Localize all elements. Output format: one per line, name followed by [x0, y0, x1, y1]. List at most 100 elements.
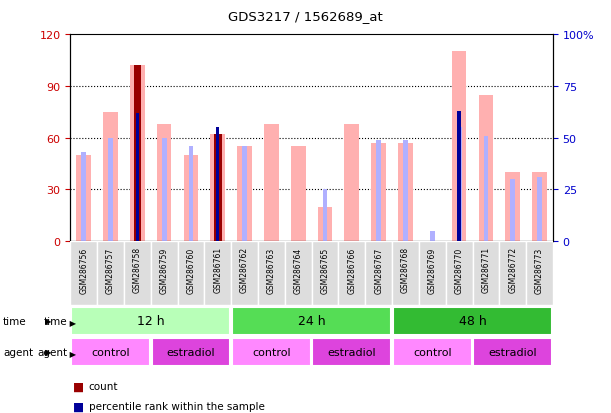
Bar — [97, 242, 124, 306]
Text: control: control — [252, 347, 291, 357]
Bar — [81, 153, 86, 242]
Text: 24 h: 24 h — [298, 315, 326, 328]
Bar — [537, 178, 542, 242]
Bar — [419, 242, 445, 306]
Text: count: count — [89, 381, 118, 391]
Text: GSM286770: GSM286770 — [455, 247, 464, 293]
Bar — [71, 307, 230, 335]
Text: GSM286760: GSM286760 — [186, 247, 196, 293]
Bar — [204, 242, 231, 306]
Text: time: time — [3, 316, 27, 326]
Text: ▶: ▶ — [67, 319, 76, 328]
Text: ▶: ▶ — [67, 350, 76, 358]
Bar — [242, 147, 247, 242]
Bar — [393, 338, 472, 366]
Bar — [312, 242, 338, 306]
Text: GSM286765: GSM286765 — [321, 247, 329, 293]
Text: GSM286762: GSM286762 — [240, 247, 249, 293]
Text: GSM286767: GSM286767 — [374, 247, 383, 293]
Bar — [214, 135, 222, 242]
Bar — [499, 242, 526, 306]
Text: estradiol: estradiol — [167, 347, 215, 357]
Bar — [392, 242, 419, 306]
Bar — [231, 242, 258, 306]
Bar — [365, 242, 392, 306]
Bar — [323, 190, 327, 242]
Text: control: control — [91, 347, 130, 357]
Bar — [152, 338, 230, 366]
Text: estradiol: estradiol — [488, 347, 537, 357]
Text: ■: ■ — [73, 380, 84, 393]
Bar — [136, 114, 139, 242]
Text: GSM286758: GSM286758 — [133, 247, 142, 293]
Bar — [472, 242, 499, 306]
Text: agent: agent — [3, 347, 33, 357]
Bar — [103, 113, 118, 242]
Text: time: time — [43, 316, 67, 326]
Bar — [526, 242, 553, 306]
Bar — [189, 147, 193, 242]
Text: GSM286764: GSM286764 — [294, 247, 302, 293]
Text: GSM286769: GSM286769 — [428, 247, 437, 293]
Bar — [178, 242, 204, 306]
Bar — [70, 242, 97, 306]
Bar — [183, 156, 199, 242]
Bar — [130, 66, 145, 242]
Text: ■: ■ — [73, 399, 84, 413]
Bar — [258, 242, 285, 306]
Bar — [237, 147, 252, 242]
Bar — [264, 125, 279, 242]
Bar — [291, 147, 306, 242]
Bar — [215, 138, 220, 242]
Bar — [312, 338, 391, 366]
Bar — [430, 231, 434, 242]
Text: GSM286773: GSM286773 — [535, 247, 544, 293]
Text: ▶: ▶ — [45, 348, 51, 356]
Text: 48 h: 48 h — [459, 315, 486, 328]
Bar — [216, 128, 219, 242]
Bar — [210, 135, 225, 242]
Bar — [505, 173, 520, 242]
Bar — [398, 143, 413, 242]
Bar — [532, 173, 547, 242]
Bar — [157, 125, 172, 242]
Bar — [318, 207, 332, 242]
Text: agent: agent — [37, 347, 67, 357]
Bar — [162, 138, 167, 242]
Bar — [393, 307, 552, 335]
Bar — [458, 112, 461, 242]
Bar — [232, 338, 311, 366]
Bar — [445, 242, 472, 306]
Bar — [134, 66, 141, 242]
Text: 12 h: 12 h — [137, 315, 164, 328]
Text: percentile rank within the sample: percentile rank within the sample — [89, 401, 265, 411]
Text: GSM286763: GSM286763 — [267, 247, 276, 293]
Text: GSM286772: GSM286772 — [508, 247, 518, 293]
Bar — [76, 156, 91, 242]
Text: control: control — [413, 347, 452, 357]
Bar — [135, 128, 140, 242]
Bar — [371, 143, 386, 242]
Text: GSM286766: GSM286766 — [347, 247, 356, 293]
Text: GSM286768: GSM286768 — [401, 247, 410, 293]
Bar — [338, 242, 365, 306]
Bar — [456, 128, 461, 242]
Bar — [71, 338, 150, 366]
Bar — [232, 307, 391, 335]
Bar — [345, 125, 359, 242]
Text: GSM286757: GSM286757 — [106, 247, 115, 293]
Text: GSM286759: GSM286759 — [159, 247, 169, 293]
Bar — [478, 95, 493, 242]
Bar — [376, 140, 381, 242]
Bar — [510, 180, 515, 242]
Text: GSM286761: GSM286761 — [213, 247, 222, 293]
Bar — [452, 52, 466, 242]
Bar — [124, 242, 151, 306]
Text: GDS3217 / 1562689_at: GDS3217 / 1562689_at — [228, 10, 383, 23]
Text: GSM286756: GSM286756 — [79, 247, 88, 293]
Bar — [474, 338, 552, 366]
Text: ▶: ▶ — [45, 317, 51, 325]
Bar — [151, 242, 178, 306]
Bar — [483, 136, 488, 242]
Text: GSM286771: GSM286771 — [481, 247, 491, 293]
